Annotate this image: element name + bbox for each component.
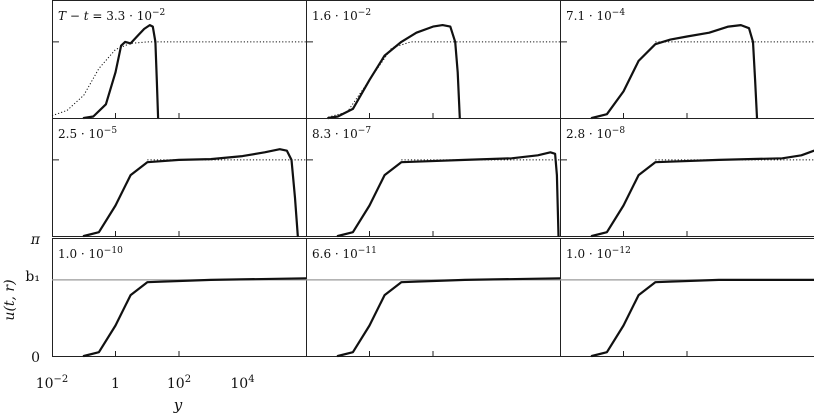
x-tick-label-2: 102: [167, 374, 191, 392]
profile-solid-curve: [327, 24, 461, 120]
panel-time-label: 6.6 · 10−11: [312, 246, 377, 261]
x-tick-base: 10: [230, 376, 248, 392]
profile-solid-curve: [590, 278, 814, 358]
profile-solid-curve: [336, 151, 560, 238]
profile-solid-curve: [590, 149, 814, 238]
time-label-exponent: −7: [358, 126, 372, 136]
x-tick-exponent: 2: [185, 374, 191, 385]
x-tick-base: 10: [36, 376, 54, 392]
panel-7: 1.0 · 10−10: [52, 238, 308, 358]
time-label-exponent: −11: [358, 246, 377, 256]
x-axis-ticks: 10−2 1 102 104: [36, 374, 255, 392]
time-label-exponent: −2: [152, 8, 165, 18]
panel-4: 2.5 · 10−5: [52, 118, 307, 238]
y-axis-label: u(t, r): [2, 279, 18, 320]
time-label-mantissa: 2.5 · 10: [58, 127, 104, 141]
x-tick-label-0: 10−2: [36, 374, 69, 392]
panel-time-label: 2.5 · 10−5: [58, 126, 117, 141]
panel-2: 1.6 · 10−2: [306, 0, 561, 120]
profile-solid-curve: [336, 277, 562, 358]
panel-3: 7.1 · 10−4: [560, 0, 814, 120]
panel-grid: T − t = 3.3 · 10−2 1.6 · 10−2 7.1 · 10−42.…: [51, 0, 814, 358]
profile-solid-curve: [590, 24, 759, 120]
panel-6: 2.8 · 10−8: [560, 118, 814, 238]
profile-solid-curve: [82, 24, 160, 120]
panel-5: 8.3 · 10−7: [306, 118, 561, 238]
x-tick-exponent: −2: [54, 374, 69, 385]
time-label-mantissa: 8.3 · 10: [312, 127, 358, 141]
x-axis-label: y: [173, 396, 183, 413]
time-label-prefix: T − t =: [58, 9, 106, 23]
panel-8: 6.6 · 10−11: [306, 238, 562, 358]
time-label-mantissa: 1.6 · 10: [312, 9, 358, 23]
x-tick-base: 10: [167, 376, 185, 392]
y-tick-label-b1: b₁: [25, 269, 40, 285]
time-label-exponent: −5: [104, 126, 118, 136]
profile-solid-curve: [82, 148, 299, 238]
time-label-mantissa: 7.1 · 10: [566, 9, 612, 23]
panel-time-label: 2.8 · 10−8: [566, 126, 625, 141]
panel-time-label: 8.3 · 10−7: [312, 126, 371, 141]
y-tick-label-0: 0: [31, 350, 40, 366]
y-axis-ticks: 0 b₁ π: [25, 232, 40, 366]
time-label-mantissa: 6.6 · 10: [312, 247, 358, 261]
x-tick-exponent: 4: [248, 374, 254, 385]
panel-time-label: 1.0 · 10−12: [566, 246, 631, 261]
time-label-mantissa: 2.8 · 10: [566, 127, 612, 141]
x-tick-label-3: 104: [230, 374, 254, 392]
panel-time-label: 7.1 · 10−4: [566, 8, 625, 23]
panel-time-label: 1.0 · 10−10: [58, 246, 123, 261]
time-label-mantissa: 1.0 · 10: [58, 247, 104, 261]
profile-dotted-curve: [51, 41, 306, 117]
time-label-exponent: −2: [358, 8, 371, 18]
time-label-exponent: −12: [612, 246, 631, 256]
panel-time-label: T − t = 3.3 · 10−2: [58, 8, 165, 23]
profile-dotted-curve: [328, 41, 560, 118]
panel-time-label: 1.6 · 10−2: [312, 8, 371, 23]
y-tick-label-pi: π: [30, 232, 41, 248]
time-label-exponent: −4: [612, 8, 626, 18]
time-label-mantissa: 3.3 · 10: [106, 9, 152, 23]
panel-1: T − t = 3.3 · 10−2: [51, 0, 307, 120]
profile-solid-curve: [82, 277, 308, 358]
panel-9: 1.0 · 10−12: [560, 238, 814, 358]
panel-frame: [560, 238, 814, 357]
time-label-exponent: −8: [612, 126, 626, 136]
panel-frame: [560, 118, 814, 237]
x-tick-label-1: 1: [111, 376, 120, 392]
time-label-exponent: −10: [104, 246, 123, 256]
time-label-mantissa: 1.0 · 10: [566, 247, 612, 261]
x-tick-base: 1: [111, 376, 120, 392]
